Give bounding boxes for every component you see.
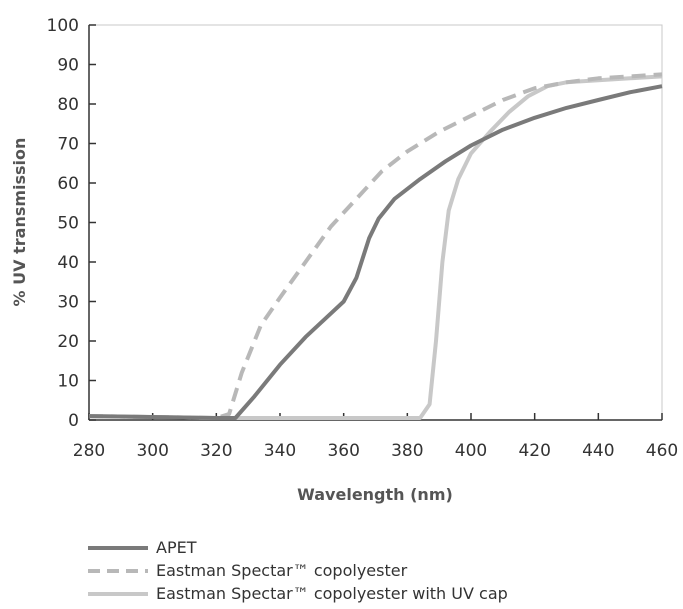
x-tick-label: 340 bbox=[264, 441, 296, 461]
x-tick-label: 360 bbox=[327, 441, 359, 461]
x-tick-label: 400 bbox=[455, 441, 487, 461]
legend-swatch-apet bbox=[88, 545, 148, 550]
y-tick-label: 30 bbox=[57, 293, 79, 313]
x-tick-label: 380 bbox=[391, 441, 423, 461]
legend-swatch-spectar-uv bbox=[88, 591, 148, 596]
legend: APET Eastman Spectar™ copolyester Eastma… bbox=[88, 536, 508, 605]
x-tick-label: 420 bbox=[518, 441, 550, 461]
legend-label-spectar-uv: Eastman Spectar™ copolyester with UV cap bbox=[156, 584, 508, 603]
legend-item-spectar: Eastman Spectar™ copolyester bbox=[88, 559, 508, 582]
series-lines bbox=[88, 72, 663, 420]
y-tick-label: 40 bbox=[57, 253, 79, 273]
y-tick-label: 50 bbox=[57, 214, 79, 234]
legend-item-apet: APET bbox=[88, 536, 508, 559]
y-tick-label: 20 bbox=[57, 332, 79, 352]
axes: 0 10 20 30 40 50 60 70 80 90 100 280 300 320 340 360 380… bbox=[47, 16, 679, 461]
x-tick-label: 440 bbox=[582, 441, 614, 461]
y-tick-label: 80 bbox=[57, 95, 79, 115]
y-axis-title: % UV transmission bbox=[10, 138, 29, 307]
legend-item-spectar-uv: Eastman Spectar™ copolyester with UV cap bbox=[88, 582, 508, 605]
y-tick-label: 60 bbox=[57, 174, 79, 194]
y-tick-label: 10 bbox=[57, 372, 79, 392]
y-tick-label: 0 bbox=[68, 411, 79, 431]
x-axis-title: Wavelength (nm) bbox=[297, 485, 453, 504]
legend-label-apet: APET bbox=[156, 538, 197, 557]
series-line-apet bbox=[88, 84, 663, 420]
legend-swatch-spectar bbox=[88, 568, 148, 573]
y-tick-label: 70 bbox=[57, 135, 79, 155]
series-line-spectar bbox=[88, 72, 663, 420]
legend-label-spectar: Eastman Spectar™ copolyester bbox=[156, 561, 408, 580]
x-tick-label: 280 bbox=[73, 441, 105, 461]
x-tick-label: 300 bbox=[136, 441, 168, 461]
x-tick-label: 320 bbox=[200, 441, 232, 461]
y-tick-label: 100 bbox=[47, 16, 79, 36]
x-tick-label: 460 bbox=[646, 441, 678, 461]
series-line-spectar-uv bbox=[88, 74, 663, 420]
y-tick-label: 90 bbox=[57, 56, 79, 76]
